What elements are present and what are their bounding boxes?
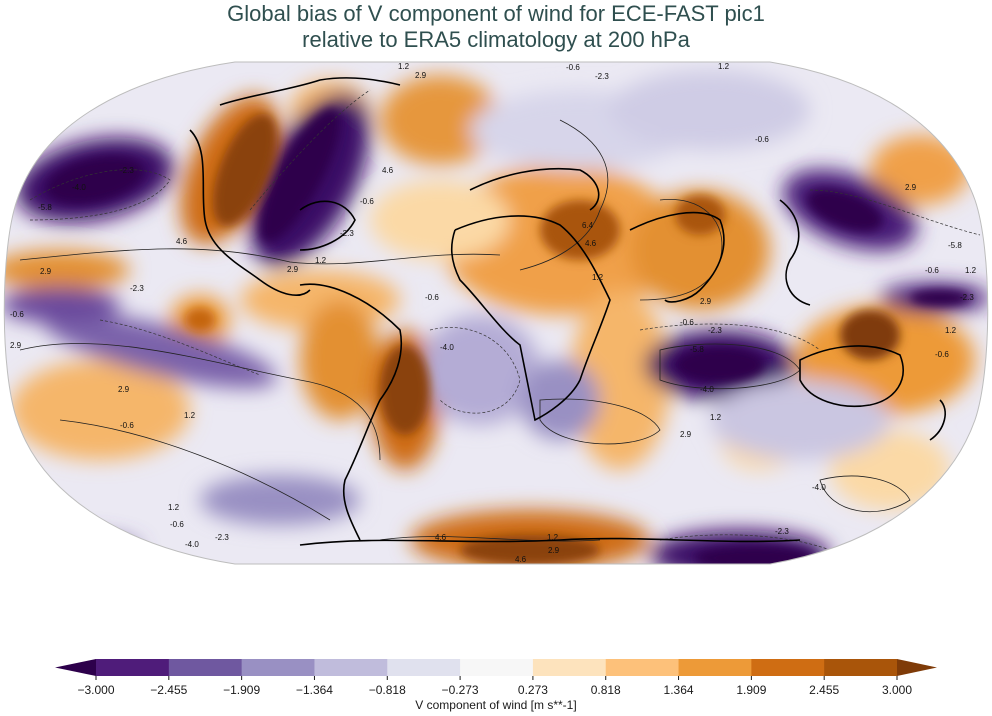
svg-text:-2.3: -2.3 <box>340 229 354 238</box>
svg-text:1.2: 1.2 <box>592 273 604 282</box>
svg-text:-0.6: -0.6 <box>925 266 939 275</box>
colorbar-segment <box>387 659 461 676</box>
colorbar-extend-min <box>55 659 96 676</box>
svg-text:-4.0: -4.0 <box>440 343 454 352</box>
colorbar-segment <box>96 659 170 676</box>
svg-text:2.9: 2.9 <box>680 430 692 439</box>
colorbar-tick-label: −3.000 <box>77 683 115 697</box>
svg-text:-0.6: -0.6 <box>10 310 24 319</box>
svg-text:2.9: 2.9 <box>10 341 22 350</box>
colorbar-tick-label: −1.909 <box>223 683 261 697</box>
colorbar-segment <box>168 659 243 676</box>
svg-text:-0.6: -0.6 <box>680 318 694 327</box>
svg-text:1.2: 1.2 <box>965 266 977 275</box>
svg-text:4.6: 4.6 <box>585 239 597 248</box>
contour-lines-negative <box>29 89 981 551</box>
colorbar-extend-max <box>897 659 937 676</box>
svg-text:2.9: 2.9 <box>905 183 917 192</box>
colorbar-tick-label: 0.818 <box>590 683 621 697</box>
colorbar-tick-label: −1.364 <box>295 683 333 697</box>
svg-text:1.2: 1.2 <box>718 62 730 71</box>
svg-text:2.9: 2.9 <box>700 297 712 306</box>
svg-text:1.2: 1.2 <box>184 411 196 420</box>
svg-text:1.2: 1.2 <box>168 503 180 512</box>
contour-labels: -2.3 -4.0 -5.8 4.6 2.9 -2.3 -0.6 4.6 -2.… <box>10 62 977 564</box>
svg-text:-0.6: -0.6 <box>360 197 374 206</box>
svg-text:-5.8: -5.8 <box>690 345 704 354</box>
svg-text:-0.6: -0.6 <box>120 421 134 430</box>
svg-text:-2.3: -2.3 <box>595 72 609 81</box>
svg-text:-2.3: -2.3 <box>775 527 789 536</box>
svg-text:1.2: 1.2 <box>710 413 722 422</box>
svg-text:1.2: 1.2 <box>398 62 410 71</box>
svg-text:-0.6: -0.6 <box>566 63 580 72</box>
colorbar-segment <box>678 659 752 676</box>
colorbar-tick-label: 1.909 <box>736 683 767 697</box>
svg-text:-2.3: -2.3 <box>708 326 722 335</box>
colorbar-segment <box>460 659 534 676</box>
svg-text:-5.8: -5.8 <box>948 241 962 250</box>
colorbar-segment <box>314 659 388 676</box>
colorbar-segment <box>751 659 825 676</box>
colorbar-segments <box>96 659 898 676</box>
svg-text:-4.0: -4.0 <box>72 183 86 192</box>
svg-text:4.6: 4.6 <box>382 166 394 175</box>
colorbar-segment <box>532 659 607 676</box>
global-bias-map: -2.3 -4.0 -5.8 4.6 2.9 -2.3 -0.6 4.6 -2.… <box>3 61 989 565</box>
colorbar-tick-label: 1.364 <box>663 683 694 697</box>
svg-text:-2.3: -2.3 <box>215 533 229 542</box>
colorbar-tick-label: 0.273 <box>517 683 548 697</box>
colorbar-tick-label: 3.000 <box>881 683 913 697</box>
svg-text:2.9: 2.9 <box>40 267 52 276</box>
svg-text:6.4: 6.4 <box>582 221 594 230</box>
svg-text:-4.0: -4.0 <box>700 385 714 394</box>
svg-text:-2.3: -2.3 <box>130 284 144 293</box>
svg-text:4.6: 4.6 <box>435 533 447 542</box>
svg-text:-5.8: -5.8 <box>38 203 52 212</box>
colorbar-segment <box>605 659 680 676</box>
svg-text:-4.0: -4.0 <box>812 483 826 492</box>
colorbar-tick-label: −0.273 <box>441 683 479 697</box>
chart-title-line-1: Global bias of V component of wind for E… <box>227 1 765 26</box>
colorbar-label: V component of wind [m s**-1] <box>415 698 577 712</box>
svg-text:-2.3: -2.3 <box>120 166 134 175</box>
colorbar-tick-label: 2.455 <box>809 683 840 697</box>
svg-text:1.2: 1.2 <box>945 326 957 335</box>
colorbar-tick-label: −2.455 <box>150 683 188 697</box>
chart-title-line-2: relative to ERA5 climatology at 200 hPa <box>302 27 690 52</box>
svg-text:2.9: 2.9 <box>548 546 560 555</box>
colorbar-segment <box>824 659 898 676</box>
svg-text:2.9: 2.9 <box>287 265 299 274</box>
svg-text:-4.0: -4.0 <box>185 540 199 549</box>
colorbar-segment <box>241 659 315 676</box>
map-field: -2.3 -4.0 -5.8 4.6 2.9 -2.3 -0.6 4.6 -2.… <box>4 62 988 564</box>
colorbar-ticks <box>95 676 898 680</box>
svg-text:1.2: 1.2 <box>315 256 327 265</box>
svg-text:4.6: 4.6 <box>515 555 527 564</box>
svg-text:-0.6: -0.6 <box>425 293 439 302</box>
svg-text:-2.3: -2.3 <box>960 293 974 302</box>
svg-text:-0.6: -0.6 <box>755 135 769 144</box>
map-boundary <box>3 61 989 565</box>
svg-text:2.9: 2.9 <box>118 385 130 394</box>
svg-text:-0.6: -0.6 <box>935 350 949 359</box>
coastlines <box>189 77 946 546</box>
svg-text:1.2: 1.2 <box>547 533 559 542</box>
colorbar <box>55 659 937 680</box>
svg-text:4.6: 4.6 <box>176 237 188 246</box>
colorbar-tick-label: −0.818 <box>368 683 406 697</box>
svg-text:-0.6: -0.6 <box>170 520 184 529</box>
svg-text:2.9: 2.9 <box>415 71 427 80</box>
